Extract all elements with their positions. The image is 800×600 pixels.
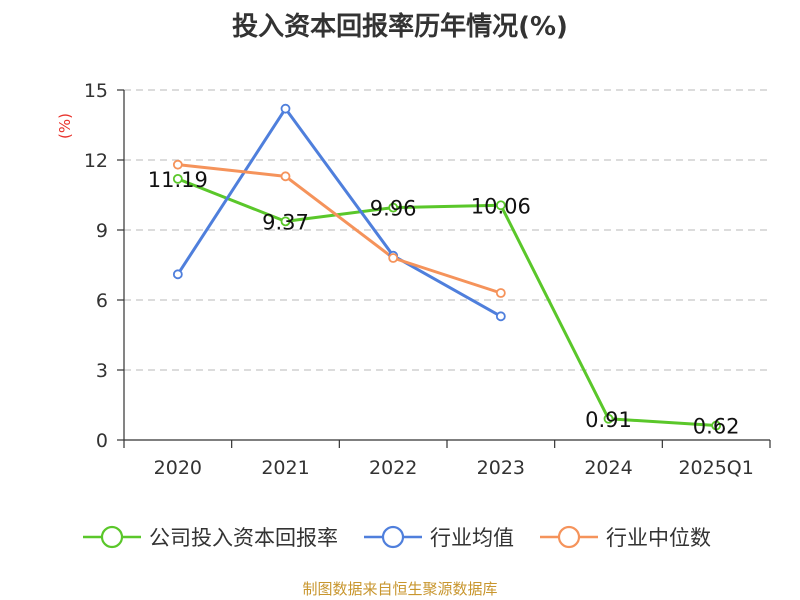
chart-title: 投入资本回报率历年情况(%) [232, 12, 568, 42]
y-tick-label: 15 [84, 80, 108, 102]
data-point-2 [172, 159, 183, 170]
data-point-2 [280, 171, 291, 182]
data-point-0 [603, 413, 614, 424]
label-layer: 11.19 9.37 9.96 10.06 0.91 0.62 [148, 168, 740, 439]
x-tick-label: 2021 [261, 457, 309, 479]
legend-label: 行业均值 [430, 526, 514, 550]
data-point-0 [711, 420, 722, 431]
y-tick-label: 12 [84, 150, 108, 172]
x-tick-label: 2020 [154, 457, 202, 479]
legend-label: 行业中位数 [606, 526, 711, 550]
source-note: 制图数据来自恒生聚源数据库 [302, 580, 498, 598]
series-line-2 [177, 163, 502, 295]
legend-marker [557, 525, 581, 549]
x-tick-label: 2024 [584, 457, 632, 479]
data-point-2 [495, 288, 506, 298]
data-point-1 [495, 311, 506, 322]
data-point-1 [280, 103, 291, 114]
data-label: 0.91 [585, 408, 632, 432]
data-point-0 [495, 200, 506, 211]
grid-layer [124, 89, 770, 371]
legend: 公司投入资本回报率 行业均值 行业中位数 [83, 525, 711, 550]
legend-marker [100, 525, 124, 549]
y-tick-label: 9 [96, 220, 108, 242]
data-label: 9.37 [262, 210, 309, 234]
data-point-0 [172, 173, 183, 184]
data-point-2 [388, 253, 399, 263]
data-point-0 [280, 216, 291, 227]
x-tick-label: 2025Q1 [678, 457, 753, 479]
legend-label: 公司投入资本回报率 [149, 526, 338, 550]
series-line-0 [177, 177, 717, 428]
data-point-1 [172, 269, 183, 280]
y-tick-label: 6 [96, 290, 108, 312]
series-layer [172, 103, 722, 431]
y-tick-label: 3 [96, 360, 108, 382]
x-tick-label: 2023 [477, 457, 525, 479]
y-axis-unit: (%) [56, 113, 74, 139]
data-point-0 [388, 202, 399, 213]
data-label: 11.19 [148, 168, 208, 192]
data-label: 9.96 [370, 197, 417, 221]
data-label: 10.06 [471, 194, 531, 218]
axis-layer: 0 3 6 9 12 15 (%) 2020 2021 2022 2023 2024 2025Q1 [56, 80, 771, 479]
y-tick-label: 0 [96, 430, 108, 452]
series-line-1 [176, 107, 502, 318]
legend-marker [381, 525, 405, 549]
x-tick-label: 2022 [369, 457, 417, 479]
data-label: 0.62 [693, 415, 740, 439]
